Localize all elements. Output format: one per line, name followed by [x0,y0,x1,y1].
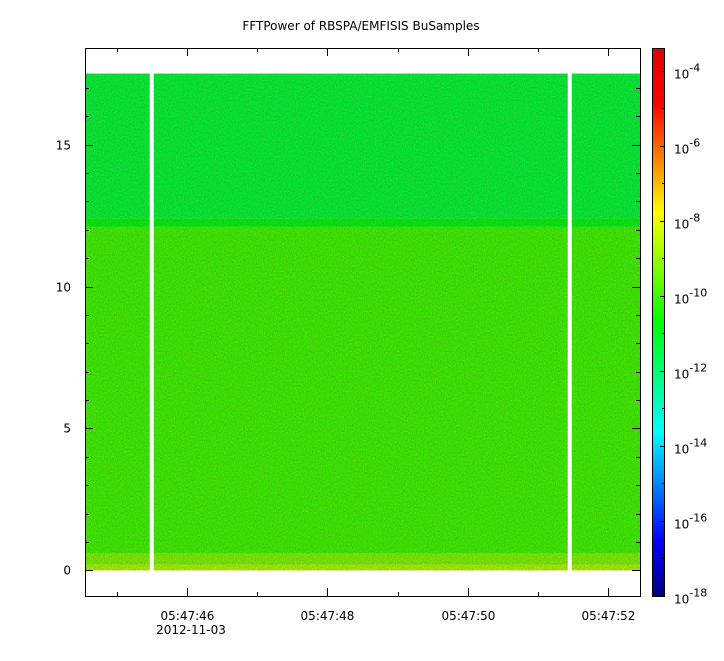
colorbar-tick-label: 10-16 [674,512,707,532]
y-tick-label: 0 [63,564,71,578]
colorbar-tick-label: 10-6 [674,137,700,157]
colorbar-tick-label: 10-8 [674,212,700,232]
x-axis-date-label: 2012-11-03 [156,623,226,637]
chart-title: FFTPower of RBSPA/EMFISIS BuSamples [242,19,479,33]
colorbar: 10-4 10-6 10-8 10-10 10-12 10-14 10-16 10-18 [652,48,707,607]
colorbar-tick-label: 10-18 [674,587,707,607]
colorbar-tick-label: 10-4 [674,62,700,82]
colorbar-frame [652,48,665,597]
colorbar-tick-label: 10-14 [674,437,707,457]
y-tick-label: 5 [63,422,71,436]
plot-area [85,48,641,597]
colorbar-tick-label: 10-10 [674,287,707,307]
y-tick-label: 10 [56,281,71,295]
data-gap [149,73,154,571]
y-axis: 0 5 10 15 [56,88,640,578]
x-axis: 05:47:46 05:47:48 05:47:50 05:47:52 [117,48,636,623]
x-tick-label: 05:47:48 [301,609,355,623]
y-tick-label: 15 [56,139,71,153]
x-tick-label: 05:47:46 [161,609,215,623]
data-gap [567,73,572,571]
plot-frame [85,48,641,597]
x-tick-label: 05:47:52 [582,609,636,623]
spectrogram-texture [85,73,640,571]
x-tick-label: 05:47:50 [442,609,496,623]
colorbar-gradient [652,48,664,596]
colorbar-tick-label: 10-12 [674,362,707,382]
